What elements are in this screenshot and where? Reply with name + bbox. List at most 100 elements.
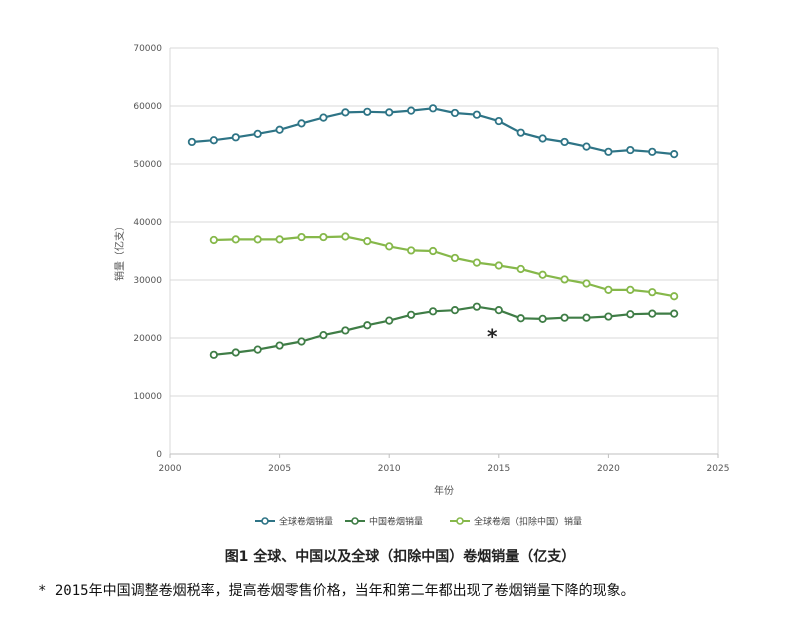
data-point — [407, 106, 416, 115]
data-point — [472, 110, 481, 119]
series-line — [191, 107, 675, 156]
data-point — [648, 288, 657, 297]
data-point — [319, 113, 328, 122]
y-tick-label: 50000 — [133, 160, 162, 170]
series-line — [213, 305, 675, 356]
data-point — [209, 136, 218, 145]
annotation-asterisk: * — [487, 325, 498, 349]
data-point — [648, 309, 657, 318]
data-point — [231, 133, 240, 142]
data-point — [231, 235, 240, 244]
data-point — [472, 258, 481, 267]
data-point — [670, 292, 679, 301]
data-point — [494, 306, 503, 315]
x-tick-labels: 2000 2005 2010 2015 2020 2025 — [159, 464, 730, 474]
y-tick-label: 10000 — [133, 392, 162, 402]
data-point — [450, 253, 460, 263]
data-point — [494, 116, 503, 126]
series-3 — [209, 232, 679, 301]
data-point — [275, 235, 284, 244]
data-point — [297, 232, 306, 242]
data-point — [363, 321, 372, 330]
series-1 — [187, 104, 679, 159]
y-tick-label: 20000 — [133, 334, 162, 344]
data-point — [582, 313, 591, 322]
data-point — [275, 125, 284, 134]
x-tick-label: 2025 — [707, 464, 730, 474]
y-tick-label: 40000 — [133, 218, 162, 228]
data-point — [604, 285, 613, 294]
data-point — [494, 261, 503, 270]
y-axis-title: 销量（亿支） — [113, 221, 126, 281]
legend: 全球卷烟销量 中国卷烟销量 全球卷烟（扣除中国）销量 — [255, 516, 582, 528]
data-point — [538, 270, 547, 279]
data-point — [341, 108, 350, 117]
y-tick-label: 70000 — [133, 44, 162, 54]
series-2 — [209, 302, 679, 359]
data-point — [516, 128, 525, 137]
legend-label: 全球卷烟（扣除中国）销量 — [474, 516, 582, 528]
data-point — [560, 313, 569, 322]
data-point — [428, 246, 438, 256]
data-point — [428, 104, 438, 113]
data-point — [538, 314, 547, 323]
data-point — [231, 348, 240, 357]
legend-label: 全球卷烟销量 — [279, 516, 333, 528]
data-point — [341, 326, 350, 335]
data-point — [604, 147, 613, 156]
data-point — [253, 129, 262, 138]
x-tick-label: 2005 — [268, 464, 291, 474]
data-point — [582, 279, 591, 288]
axes — [169, 48, 719, 458]
data-point — [209, 350, 218, 359]
data-point — [363, 237, 372, 246]
data-point — [626, 145, 635, 155]
legend-marker — [351, 517, 359, 525]
legend-marker — [261, 517, 269, 525]
data-point — [407, 246, 416, 255]
data-point — [407, 310, 416, 319]
y-tick-label: 30000 — [133, 276, 162, 286]
data-point — [341, 232, 350, 241]
data-point — [319, 232, 328, 242]
legend-marker — [456, 517, 464, 525]
series-line — [213, 235, 675, 298]
data-point — [538, 134, 547, 143]
data-point — [516, 314, 525, 323]
data-point — [626, 310, 635, 319]
data-point — [253, 235, 262, 244]
x-tick-label: 2015 — [487, 464, 510, 474]
data-point — [209, 235, 218, 245]
data-point — [472, 302, 481, 311]
y-tick-labels: 0 10000 20000 30000 40000 50000 60000 70000 — [133, 44, 162, 460]
data-point — [319, 330, 328, 340]
x-axis-title: 年份 — [434, 484, 454, 497]
data-point — [450, 108, 460, 118]
data-point — [385, 242, 394, 251]
data-point — [363, 107, 372, 116]
data-point — [450, 306, 460, 315]
data-point — [428, 307, 438, 316]
chart-title: 图1 全球、中国以及全球（扣除中国）卷烟销量（亿支） — [224, 549, 576, 565]
data-point — [560, 275, 569, 284]
data-point — [253, 345, 262, 354]
line-chart: 0 10000 20000 30000 40000 50000 60000 70000 200… — [113, 44, 730, 528]
y-tick-label: 0 — [156, 450, 162, 460]
data-point — [297, 119, 306, 128]
data-point — [560, 137, 569, 147]
series-group — [187, 104, 679, 359]
footnote: * 2015年中国调整卷烟税率，提高卷烟零售价格，当年和第二年都出现了卷烟销量下… — [38, 583, 635, 599]
data-point — [385, 108, 394, 117]
data-point — [516, 264, 525, 274]
gridlines — [170, 47, 718, 455]
legend-label: 中国卷烟销量 — [369, 516, 423, 528]
x-tick-label: 2010 — [378, 464, 401, 474]
data-point — [670, 150, 679, 159]
x-tick-label: 2020 — [597, 464, 620, 474]
x-tick-label: 2000 — [159, 464, 182, 474]
data-point — [187, 137, 197, 147]
data-point — [385, 316, 394, 325]
data-point — [582, 142, 591, 151]
data-point — [604, 312, 613, 321]
data-point — [670, 309, 679, 318]
